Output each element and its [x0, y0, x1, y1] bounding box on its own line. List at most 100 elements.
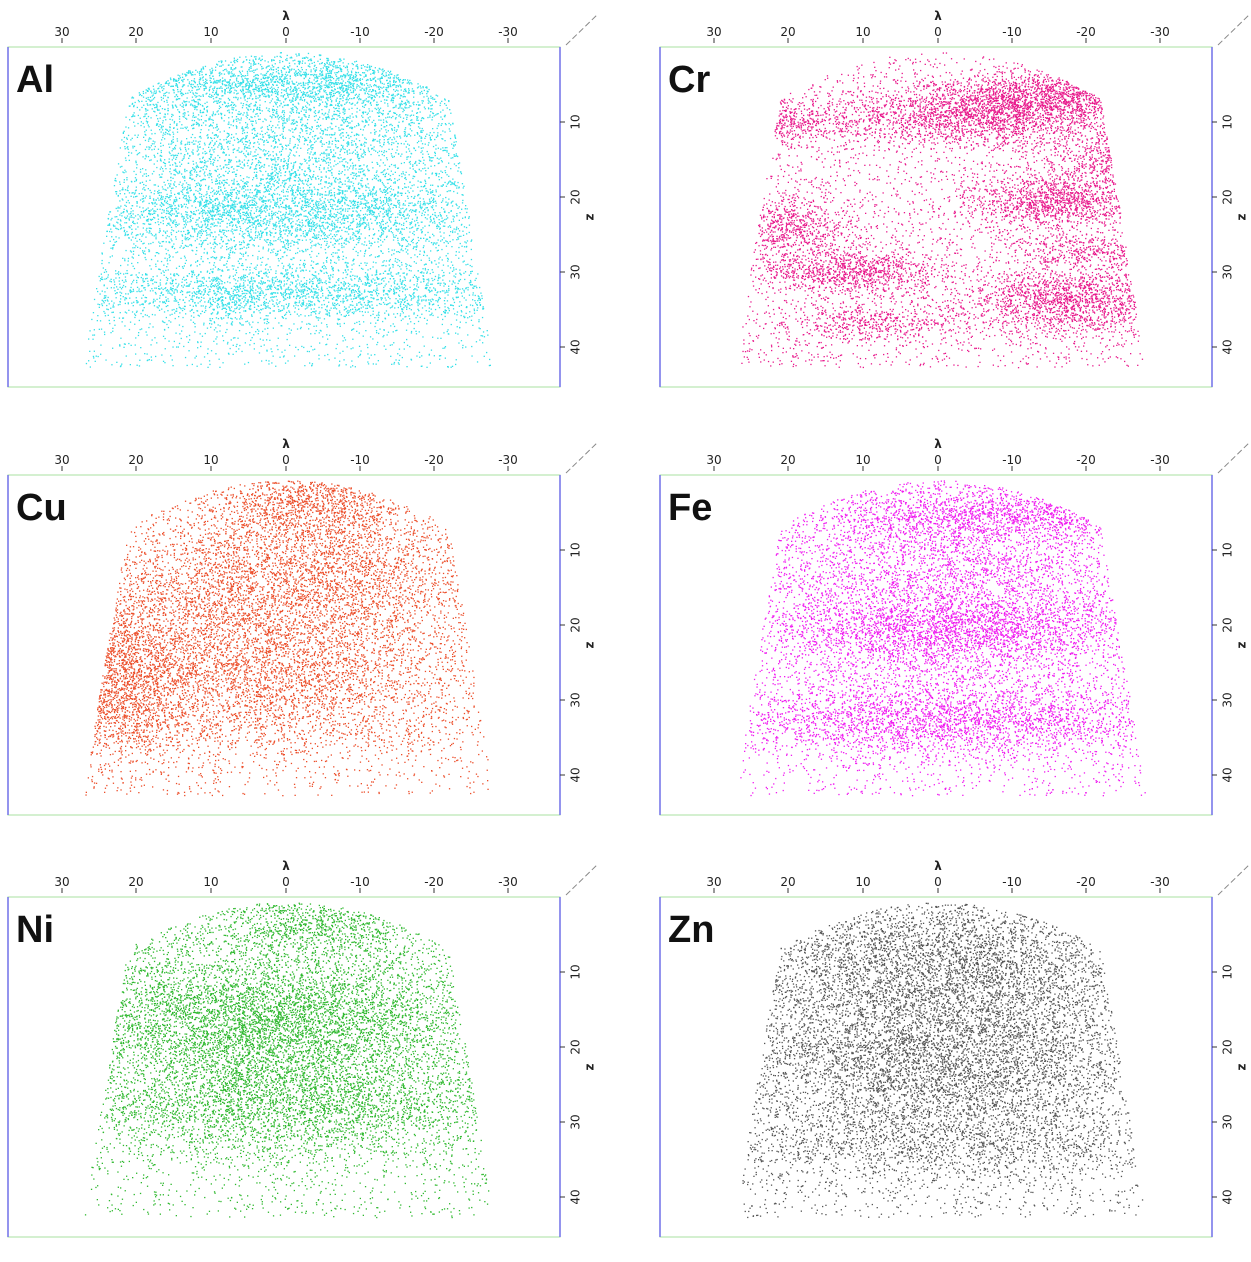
scatter-point	[236, 78, 237, 79]
scatter-point	[191, 125, 192, 126]
scatter-point	[422, 190, 423, 191]
scatter-point	[312, 136, 313, 137]
scatter-point	[414, 148, 415, 149]
scatter-point	[390, 211, 391, 212]
scatter-point	[326, 283, 327, 284]
scatter-point	[174, 122, 175, 123]
scatter-point	[456, 239, 457, 240]
scatter-point	[385, 117, 386, 118]
scatter-point	[321, 235, 322, 236]
scatter-point	[459, 273, 460, 274]
scatter-point	[104, 279, 105, 280]
scatter-point	[136, 300, 137, 301]
scatter-point	[353, 173, 354, 174]
scatter-point	[212, 182, 213, 183]
scatter-point	[345, 196, 346, 197]
scatter-point	[123, 296, 124, 297]
scatter-point	[104, 284, 105, 285]
scatter-point	[456, 165, 457, 166]
scatter-point	[397, 196, 398, 197]
scatter-point	[345, 184, 346, 185]
scatter-point	[352, 305, 353, 306]
scatter-point	[329, 224, 330, 225]
scatter-point	[444, 306, 445, 307]
scatter-point	[353, 240, 354, 241]
scatter-point	[343, 135, 344, 136]
scatter-point	[300, 132, 301, 133]
scatter-point	[372, 314, 373, 315]
scatter-point	[152, 326, 153, 327]
scatter-point	[269, 199, 270, 200]
scatter-point	[143, 304, 144, 305]
scatter-point	[379, 151, 380, 152]
scatter-point	[363, 336, 364, 337]
scatter-point	[346, 294, 347, 295]
scatter-point	[218, 188, 219, 189]
scatter-point	[332, 134, 333, 135]
scatter-point	[294, 63, 295, 64]
scatter-point	[406, 339, 407, 340]
scatter-point	[185, 206, 186, 207]
scatter-point	[247, 124, 248, 125]
scatter-point	[193, 236, 194, 237]
scatter-point	[212, 196, 213, 197]
scatter-point	[181, 330, 182, 331]
scatter-point	[295, 307, 296, 308]
scatter-point	[297, 220, 298, 221]
scatter-point	[133, 171, 134, 172]
scatter-point	[255, 269, 256, 270]
scatter-point	[446, 186, 447, 187]
scatter-point	[440, 194, 441, 195]
scatter-point	[335, 164, 336, 165]
scatter-point	[228, 185, 229, 186]
scatter-point	[133, 302, 134, 303]
scatter-point	[384, 285, 385, 286]
scatter-point	[447, 329, 448, 330]
scatter-point	[381, 221, 382, 222]
scatter-point	[379, 303, 380, 304]
scatter-point	[325, 309, 326, 310]
scatter-point	[438, 148, 439, 149]
scatter-point	[191, 137, 192, 138]
scatter-point	[193, 270, 194, 271]
scatter-point	[363, 306, 364, 307]
scatter-point	[326, 238, 327, 239]
scatter-point	[396, 85, 397, 86]
scatter-point	[437, 136, 438, 137]
scatter-point	[304, 265, 305, 266]
scatter-point	[209, 195, 210, 196]
scatter-point	[347, 310, 348, 311]
scatter-point	[166, 100, 167, 101]
scatter-point	[313, 75, 314, 76]
scatter-point	[169, 292, 170, 293]
scatter-point	[161, 84, 162, 85]
scatter-point	[381, 172, 382, 173]
scatter-point	[213, 341, 214, 342]
scatter-point	[202, 74, 203, 75]
scatter-point	[354, 203, 355, 204]
scatter-point	[252, 255, 253, 256]
scatter-point	[339, 92, 340, 93]
scatter-point	[412, 233, 413, 234]
scatter-point	[243, 208, 244, 209]
scatter-point	[132, 247, 133, 248]
scatter-point	[284, 280, 285, 281]
scatter-point	[136, 241, 137, 242]
scatter-point	[243, 310, 244, 311]
scatter-point	[230, 200, 231, 201]
scatter-point	[360, 195, 361, 196]
scatter-point	[102, 291, 103, 292]
scatter-point	[201, 342, 202, 343]
scatter-point	[287, 274, 288, 275]
scatter-point	[245, 280, 246, 281]
scatter-point	[360, 250, 361, 251]
scatter-point	[431, 313, 432, 314]
scatter-point	[171, 234, 172, 235]
scatter-point	[163, 188, 164, 189]
scatter-point	[270, 188, 271, 189]
scatter-point	[284, 275, 285, 276]
scatter-point	[203, 289, 204, 290]
scatter-point	[380, 159, 381, 160]
scatter-point	[397, 313, 398, 314]
scatter-point	[182, 279, 183, 280]
